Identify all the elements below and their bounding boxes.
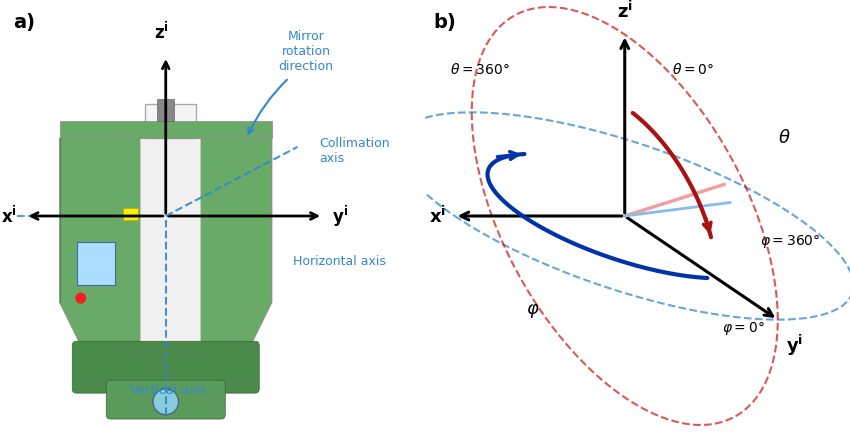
Text: Vertical axis: Vertical axis	[130, 384, 206, 397]
FancyBboxPatch shape	[106, 380, 225, 419]
Text: Mirror
rotation
direction: Mirror rotation direction	[279, 30, 333, 73]
Text: $\mathbf{x^i}$: $\mathbf{x^i}$	[1, 205, 17, 227]
Bar	[157, 99, 174, 121]
Polygon shape	[144, 104, 196, 138]
Polygon shape	[60, 138, 272, 354]
Text: $\varphi = 0°$: $\varphi = 0°$	[722, 320, 765, 337]
Text: $\mathbf{y^i}$: $\mathbf{y^i}$	[332, 203, 348, 229]
Text: $\mathbf{x^i}$: $\mathbf{x^i}$	[429, 205, 446, 227]
Text: $\mathbf{y^i}$: $\mathbf{y^i}$	[786, 333, 803, 358]
Text: $\varphi = 360°$: $\varphi = 360°$	[760, 233, 820, 251]
Text: $\mathbf{z^i}$: $\mathbf{z^i}$	[617, 0, 632, 22]
Text: $\mathbf{z^i}$: $\mathbf{z^i}$	[154, 22, 169, 43]
Bar	[76, 242, 115, 285]
Text: $\varphi$: $\varphi$	[526, 302, 540, 320]
Text: Horizontal axis: Horizontal axis	[293, 255, 386, 268]
FancyBboxPatch shape	[72, 341, 259, 393]
Bar	[123, 208, 138, 220]
Bar	[60, 121, 272, 138]
Text: Collimation
axis: Collimation axis	[319, 137, 389, 165]
Text: $\theta$: $\theta$	[778, 129, 790, 147]
Text: $\theta = 0°$: $\theta = 0°$	[672, 62, 713, 76]
Polygon shape	[140, 138, 200, 354]
Text: $\theta = 360°$: $\theta = 360°$	[450, 62, 510, 76]
Text: a): a)	[13, 13, 35, 32]
Text: b): b)	[434, 13, 456, 32]
Circle shape	[75, 292, 87, 304]
Circle shape	[153, 389, 178, 415]
